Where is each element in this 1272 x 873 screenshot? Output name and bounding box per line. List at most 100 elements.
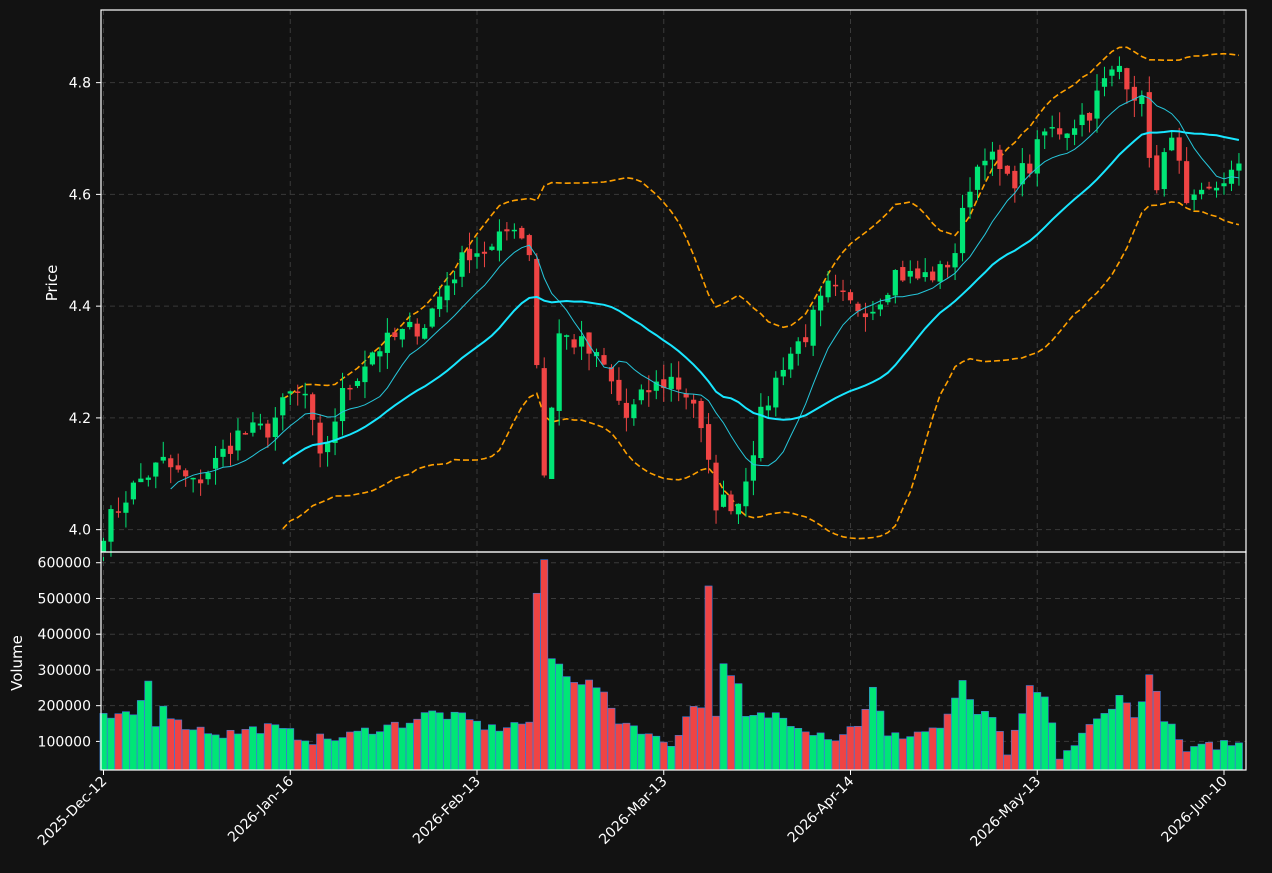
candle-body [840, 290, 846, 292]
volume-bar [891, 732, 900, 771]
candle-body [347, 387, 353, 390]
volume-bar [824, 739, 832, 771]
candle-body [1191, 194, 1197, 200]
volume-bar [495, 730, 504, 771]
volume-bar [577, 684, 586, 771]
candle-body [205, 472, 211, 480]
candle-body [496, 231, 503, 251]
volume-bar [1010, 729, 1019, 771]
volume-bar [958, 680, 967, 771]
volume-bar [1167, 723, 1176, 771]
volume-tick-label: 200000 [38, 699, 91, 715]
price-panel: 4.0 4.2 4.4 4.6 4.8 Price [43, 9, 1247, 562]
candle-body [646, 390, 652, 393]
price-tick-label: 4.2 [69, 411, 91, 427]
volume-bar [1033, 692, 1042, 771]
price-grid [96, 10, 1246, 552]
volume-bar [966, 699, 974, 771]
volume-bar [480, 729, 489, 771]
candle-body [1206, 186, 1212, 189]
candle-body [422, 327, 428, 339]
volume-tick-label: 400000 [38, 627, 91, 643]
candle-body [1146, 92, 1152, 158]
volume-bar [973, 714, 982, 771]
candle-body [900, 267, 906, 281]
volume-bar [689, 706, 698, 771]
candle-body [183, 470, 189, 477]
candle-body [511, 229, 517, 232]
volume-bar [936, 727, 945, 771]
volume-bar [981, 711, 989, 771]
candle-body [145, 477, 151, 480]
volume-bar [727, 675, 735, 771]
volume-bar [473, 720, 481, 771]
candle-body [123, 502, 129, 513]
volume-bar [652, 735, 661, 771]
volume-panel: 100000 200000 300000 400000 500000 600000 Vol… [8, 551, 1247, 771]
candle-body [1109, 69, 1115, 76]
volume-bar [1108, 708, 1116, 771]
volume-bar [1085, 724, 1094, 771]
candle-body [832, 284, 839, 287]
candle-body [1221, 183, 1227, 187]
fast-moving-average-line [170, 94, 1239, 490]
volume-tick-label: 600000 [38, 556, 91, 572]
volume-bar [353, 730, 362, 771]
candle-body [1116, 65, 1123, 72]
volume-bar [667, 745, 676, 771]
candle-body [1072, 128, 1078, 135]
candle-body [691, 399, 697, 404]
candle-body [392, 332, 398, 337]
candle-body [414, 323, 420, 337]
candle-body [915, 268, 921, 279]
candle-body [885, 294, 891, 303]
candle-body [758, 406, 764, 459]
candle-body [788, 353, 794, 370]
candle-body [1057, 128, 1063, 135]
volume-bar [1182, 751, 1191, 771]
volume-bar [794, 728, 803, 771]
volume-bar [525, 721, 534, 771]
volume-bar [1122, 702, 1131, 771]
volume-bar [420, 712, 429, 771]
price-y-tick-labels: 4.0 4.2 4.4 4.6 4.8 [69, 76, 91, 539]
candle-body [287, 391, 293, 394]
candle-body [399, 328, 405, 340]
candle-body [818, 295, 824, 311]
candle-body [227, 445, 234, 454]
candle-body [168, 458, 174, 468]
volume-bar [316, 733, 325, 771]
price-tick-label: 4.8 [69, 76, 91, 92]
volume-bar [570, 682, 579, 771]
candle-body [242, 433, 249, 435]
candle-body [862, 313, 869, 318]
volume-bar [1212, 749, 1221, 771]
volume-bar [249, 726, 257, 771]
candle-body [429, 308, 435, 327]
candle-body [803, 337, 809, 343]
candle-body [564, 335, 570, 337]
volume-bar [510, 722, 519, 771]
volume-bar [189, 729, 198, 771]
candle-body [280, 397, 286, 416]
candle-body [1004, 165, 1010, 174]
volume-bar [390, 721, 399, 771]
volume-bar [809, 735, 818, 771]
volume-bar [1040, 696, 1049, 771]
candle-body [795, 341, 801, 354]
volume-bar [756, 712, 765, 771]
volume-bar [1145, 674, 1154, 771]
volume-bar [517, 723, 526, 771]
volume-bar [383, 724, 392, 771]
candle-body [212, 457, 219, 469]
candle-body [1042, 131, 1048, 136]
candle-body [997, 149, 1003, 169]
candle-body [437, 296, 443, 310]
volume-bar [995, 731, 1004, 771]
candle-body [481, 251, 488, 254]
volume-bar [346, 731, 354, 771]
candle-body [1236, 163, 1242, 171]
volume-bar [1130, 717, 1139, 771]
price-tick-label: 4.6 [69, 187, 91, 203]
volume-bar [682, 716, 691, 771]
